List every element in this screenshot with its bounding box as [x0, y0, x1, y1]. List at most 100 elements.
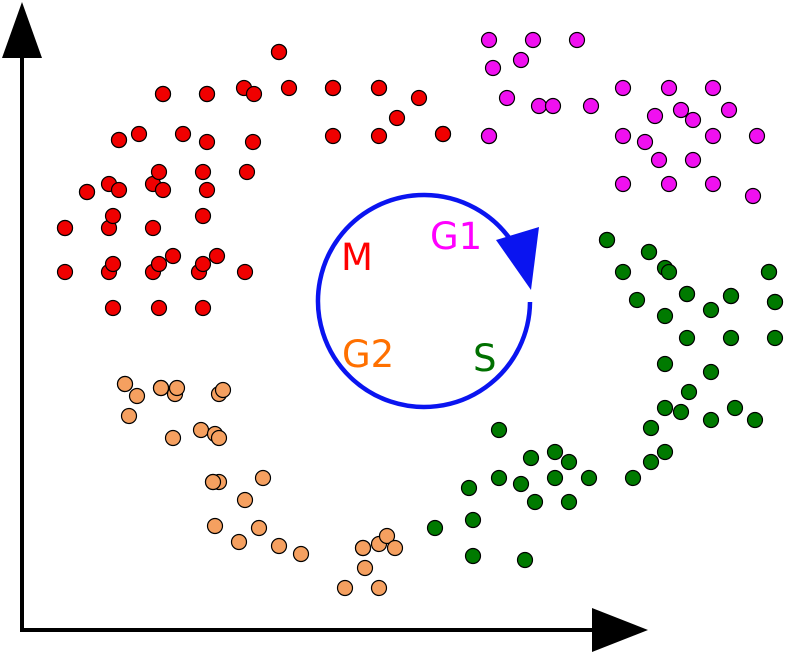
g1-phase-point: [684, 151, 702, 169]
m-phase-point: [198, 133, 216, 151]
g2-phase-point: [386, 539, 404, 557]
m-phase-point: [150, 255, 168, 273]
g1-phase-point: [720, 101, 738, 119]
g1-phase-point: [636, 133, 654, 151]
g2-phase-point: [270, 537, 288, 555]
g1-phase-point: [544, 97, 562, 115]
g1-phase-point: [614, 175, 632, 193]
g1-phase-point: [684, 111, 702, 129]
g1-phase-point: [748, 127, 766, 145]
phase-label-g2: G2: [342, 333, 394, 376]
m-phase-point: [110, 181, 128, 199]
s-phase-point: [522, 449, 540, 467]
g1-phase-point: [704, 175, 722, 193]
s-phase-point: [640, 243, 658, 261]
s-phase-point: [490, 469, 508, 487]
s-phase-point: [656, 443, 674, 461]
s-phase-point: [766, 329, 784, 347]
s-phase-point: [678, 329, 696, 347]
g2-phase-cluster: [116, 375, 404, 597]
s-phase-point: [656, 307, 674, 325]
g2-phase-point: [230, 533, 248, 551]
m-phase-point: [144, 219, 162, 237]
g2-phase-point: [250, 519, 268, 537]
s-phase-point: [672, 403, 690, 421]
m-phase-point: [245, 85, 263, 103]
g1-phase-point: [484, 59, 502, 77]
g2-phase-point: [236, 491, 254, 509]
g1-phase-point: [704, 79, 722, 97]
phase-label-s: S: [473, 337, 497, 380]
g1-phase-point: [744, 187, 762, 205]
s-phase-point: [460, 479, 478, 497]
g2-phase-point: [206, 517, 224, 535]
s-phase-point: [560, 453, 578, 471]
s-phase-point: [726, 399, 744, 417]
s-phase-point: [746, 411, 764, 429]
m-phase-point: [194, 299, 212, 317]
m-phase-point: [104, 255, 122, 273]
m-phase-point: [410, 89, 428, 107]
phase-label-g1: G1: [430, 215, 482, 258]
m-phase-point: [110, 131, 128, 149]
s-phase-point: [702, 301, 720, 319]
g2-phase-point: [120, 407, 138, 425]
m-phase-point: [104, 207, 122, 225]
g2-phase-point: [210, 429, 228, 447]
m-phase-point: [194, 163, 212, 181]
s-phase-point: [702, 363, 720, 381]
m-phase-point: [280, 79, 298, 97]
s-phase-point: [760, 263, 778, 281]
g2-phase-point: [116, 375, 134, 393]
g1-phase-point: [646, 107, 664, 125]
s-phase-point: [642, 453, 660, 471]
s-phase-cluster: [426, 231, 784, 569]
g1-phase-point: [650, 151, 668, 169]
y-axis-arrowhead: [2, 2, 42, 58]
g1-phase-point: [660, 79, 678, 97]
g1-phase-point: [524, 31, 542, 49]
m-phase-point: [370, 79, 388, 97]
s-phase-point: [722, 329, 740, 347]
m-phase-point: [208, 247, 226, 265]
s-phase-point: [660, 263, 678, 281]
m-phase-point: [434, 125, 452, 143]
g2-phase-point: [292, 545, 310, 563]
s-phase-point: [512, 475, 530, 493]
s-phase-point: [598, 231, 616, 249]
g1-phase-cluster: [480, 31, 766, 205]
g2-phase-point: [214, 381, 232, 399]
s-phase-point: [656, 399, 674, 417]
m-phase-point: [194, 207, 212, 225]
m-phase-point: [104, 299, 122, 317]
s-phase-point: [680, 383, 698, 401]
g2-phase-point: [168, 379, 186, 397]
axes: [2, 2, 648, 652]
g2-phase-point: [152, 379, 170, 397]
x-axis-arrowhead: [592, 608, 648, 652]
g1-phase-point: [530, 97, 548, 115]
g1-phase-point: [568, 31, 586, 49]
m-phase-point: [238, 163, 256, 181]
g1-phase-point: [614, 79, 632, 97]
m-phase-cluster: [56, 43, 452, 317]
cell-cycle-arrow: [315, 192, 539, 410]
m-phase-point: [236, 263, 254, 281]
cycle-arrowhead: [496, 227, 539, 290]
s-phase-point: [560, 493, 578, 511]
g2-phase-point: [128, 387, 146, 405]
g1-phase-point: [480, 127, 498, 145]
m-phase-point: [130, 125, 148, 143]
g2-phase-point: [164, 429, 182, 447]
g1-phase-point: [704, 127, 722, 145]
m-phase-point: [270, 43, 288, 61]
g2-phase-point: [254, 469, 272, 487]
m-phase-point: [150, 163, 168, 181]
m-phase-point: [244, 133, 262, 151]
g1-phase-point: [498, 89, 516, 107]
m-phase-point: [174, 125, 192, 143]
s-phase-point: [546, 443, 564, 461]
s-phase-point: [464, 511, 482, 529]
s-phase-point: [516, 551, 534, 569]
